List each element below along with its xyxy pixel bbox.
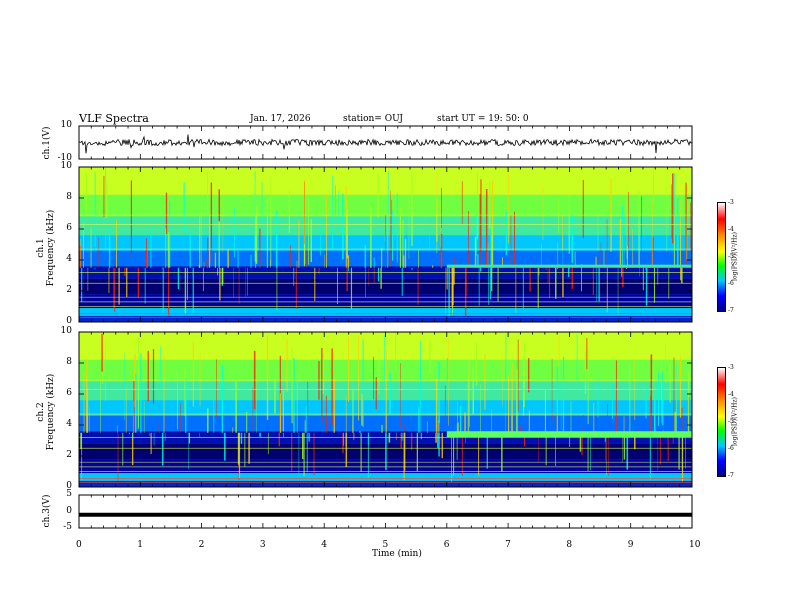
ch1-waveform-trace [78,134,693,154]
colorbar-tick-label: -4 [728,391,734,398]
chart-title: VLF Spectra [79,112,149,125]
x-tick-label: 9 [627,540,634,550]
spec-ytick: 2 [66,285,72,295]
spec-ytick: 0 [66,316,72,326]
colorbar-tick-label: -5 [728,253,734,260]
x-tick-label: 1 [137,540,144,550]
spec-ytick: 10 [60,161,72,171]
start-time-label: start UT = 19: 50: 0 [437,114,529,124]
ch2-spectrogram-band [79,415,692,432]
ch2-spec-ylabel-line1: ch.2 [36,402,46,422]
ch1-wave-ylabel: ch.1(V) [42,126,52,160]
x-tick-label: 4 [321,540,327,550]
ch2-spectrogram-band [79,400,692,416]
spec-ytick: 8 [66,192,72,202]
ch2-spectrogram-band [79,473,692,481]
ch1-spec-ylabel-line1: ch.1 [36,238,46,258]
spec-ytick: 8 [66,357,72,367]
ch2-spectrogram-emission [446,431,692,438]
ch1-spectrogram-band [79,194,692,217]
x-tick-label: 0 [76,540,82,550]
ch1-wave-ytick: -10 [57,153,73,163]
ch2-colorbar [717,367,726,477]
ch1-colorbar [717,202,726,312]
colorbar-tick-label: -5 [728,418,734,425]
spec-ytick: 6 [66,223,72,233]
ch3-wave-ytick: 5 [66,489,72,499]
colorbar-tick-label: -3 [728,199,734,206]
ch1-spectrogram-band [79,308,692,316]
x-tick-label: 3 [259,540,266,550]
spec-ytick: 4 [66,419,72,429]
spec-ytick: 0 [66,481,72,491]
x-tick-label: 10 [689,540,701,550]
x-axis-label: Time (min) [372,549,422,559]
spec-ytick: 10 [60,326,72,336]
ch3-wave-ylabel: ch.3(V) [42,494,52,528]
ch3-waveform-frame [78,494,693,529]
spec-ytick: 4 [66,254,72,264]
colorbar-tick-label: -7 [728,472,734,479]
ch2-spectrogram-band [79,359,692,382]
date-label: Jan. 17, 2026 [250,114,311,124]
ch1-spec-ylabel-line2: Frequency (kHz) [46,209,56,287]
colorbar-tick-label: -6 [728,445,734,452]
colorbar-tick-label: -6 [728,280,734,287]
x-tick-label: 6 [443,540,450,550]
colorbar-tick-label: -4 [728,226,734,233]
spec-ytick: 6 [66,388,72,398]
ch1-spectrogram-band [79,278,692,295]
x-tick-label: 8 [566,540,573,550]
x-tick-label: 5 [382,540,389,550]
colorbar-tick-label: -3 [728,364,734,371]
station-label: station= OUJ [343,114,404,124]
x-tick-label: 2 [198,540,205,550]
ch3-wave-ytick: -5 [63,522,72,532]
ch2-spectrogram-band [79,381,692,401]
ch3-wave-ytick: 0 [66,505,72,516]
ch2-spec-ylabel: ch.2 Frequency (kHz) [36,372,56,452]
ch1-spec-ylabel: ch.1 Frequency (kHz) [36,208,56,288]
ch1-spectrogram-band [79,294,692,309]
spec-ytick: 2 [66,450,72,460]
colorbar-tick-label: -7 [728,307,734,314]
ch1-spectrogram-emission [446,264,692,268]
ch2-spec-ylabel-line2: Frequency (kHz) [46,373,56,451]
x-tick-label: 7 [505,540,511,550]
ch1-wave-ytick: 10 [60,120,72,130]
